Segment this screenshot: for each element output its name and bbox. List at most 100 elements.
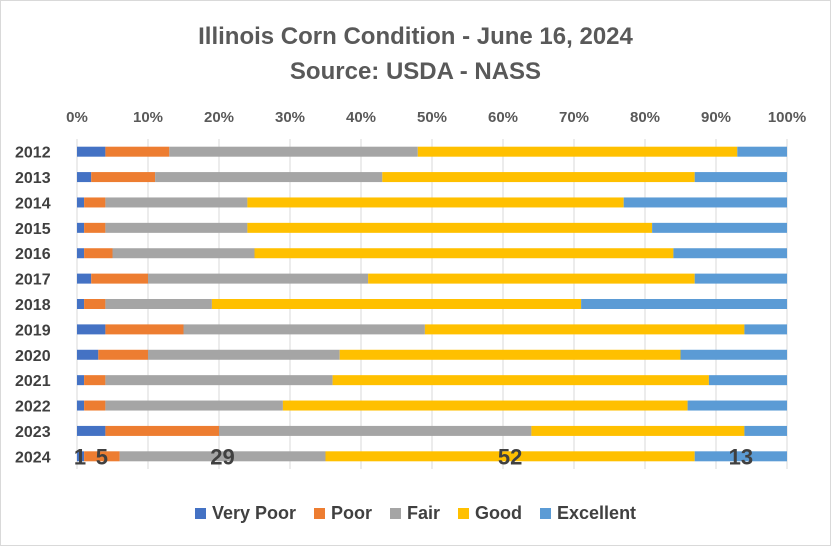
bar-segment [744,324,787,335]
bar-segment [368,273,695,284]
bar-segment [652,222,787,233]
bar-segment [84,222,106,233]
bar-segment [247,222,653,233]
legend-label: Very Poor [211,503,296,523]
legend-swatch [540,508,552,519]
bar-segment [581,299,787,309]
bar-segment [148,349,340,360]
bar-segment [708,375,787,386]
x-tick-label: 70% [559,109,589,126]
bar-segment [531,425,745,436]
bar-segment [211,299,582,309]
bar-segment [77,375,85,386]
bar-segment [77,451,85,462]
legend-swatch [390,508,401,519]
bar-segment [84,400,106,411]
category-label: 2019 [15,322,51,339]
bar-segment [77,400,85,411]
bar-segment [77,248,85,259]
bar-segment [169,146,418,157]
bar-segment [155,172,383,183]
bar-segment [382,172,695,183]
bar-segment [77,425,106,436]
bar-segment [84,299,106,309]
legend-item: Good [458,503,522,524]
data-label: 13 [729,444,753,469]
bar-segment [77,349,99,360]
legend-item: Very Poor [194,503,296,524]
bar-segment [105,222,248,233]
category-label: 2017 [15,272,51,289]
legend-label: Poor [330,503,372,523]
legend-item: Excellent [540,503,636,524]
data-label: 52 [498,444,522,469]
bar-segment [105,324,184,335]
x-tick-label: 10% [133,109,163,126]
bar-segment [424,324,745,335]
bar-segment [84,197,106,208]
bar-segment [247,197,624,208]
bar-segment [77,273,92,284]
legend-item: Fair [390,503,440,524]
category-label: 2015 [15,221,51,238]
bar-segment [417,146,738,157]
bar-segment [339,349,681,360]
x-tick-label: 90% [701,109,731,126]
bar-segment [112,248,255,259]
bar-segment [744,425,787,436]
bar-segment [623,197,787,208]
bar-segment [77,197,85,208]
x-tick-label: 30% [275,109,305,126]
category-label: 2018 [15,297,51,314]
bar-segment [105,299,212,309]
bar-segment [332,375,709,386]
category-label: 2016 [15,246,51,263]
chart-subtitle: Source: USDA - NASS [289,58,542,85]
x-tick-label: 60% [488,109,518,126]
data-label: 5 [96,444,108,469]
legend-label: Fair [407,503,441,523]
category-label: 2023 [15,424,51,441]
category-label: 2022 [15,399,51,416]
data-label: 29 [210,444,234,469]
x-tick-label: 0% [66,109,88,126]
bar-segment [84,248,113,259]
bar-segment [680,349,787,360]
stacked-bar-chart: 0% 10% 20% 30% 40% 50% 60% 70% 80% 90% 100% 2012 201… [15,109,806,469]
x-tick-label: 40% [346,109,376,126]
category-label: 2012 [15,145,51,162]
bar-segment [694,172,787,183]
bar-segment [183,324,425,335]
x-tick-label: 100% [768,109,806,126]
category-label: 2020 [15,348,51,365]
bar-segment [77,222,85,233]
bar-segment [91,273,148,284]
bar-segment [77,172,92,183]
bar-segment [694,273,787,284]
legend-label: Excellent [557,503,637,523]
bar-segment [325,451,695,462]
legend-item: Poor [313,503,372,524]
bar-segment [77,299,85,309]
legend-label: Good [475,503,523,523]
bar-segment [687,400,787,411]
bar-segment [84,451,120,462]
bar-segment [737,146,787,157]
bar-segment [694,451,787,462]
x-tick-label: 50% [417,109,447,126]
chart-title: Illinois Corn Condition - June 16, 2024 [198,23,633,50]
x-tick-label: 20% [204,109,234,126]
chart-legend: Very Poor Poor Fair Good Excellent [1,503,830,524]
category-label: 2013 [15,170,51,187]
bar-segment [98,349,148,360]
bar-segment [105,400,283,411]
bar-segment [105,375,333,386]
bar-segment [105,197,248,208]
category-label: 2024 [15,449,51,466]
bar-segment [105,425,219,436]
category-label: 2021 [15,373,51,390]
legend-swatch [458,508,470,519]
bar-segment [105,146,170,157]
bar-segment [84,375,106,386]
